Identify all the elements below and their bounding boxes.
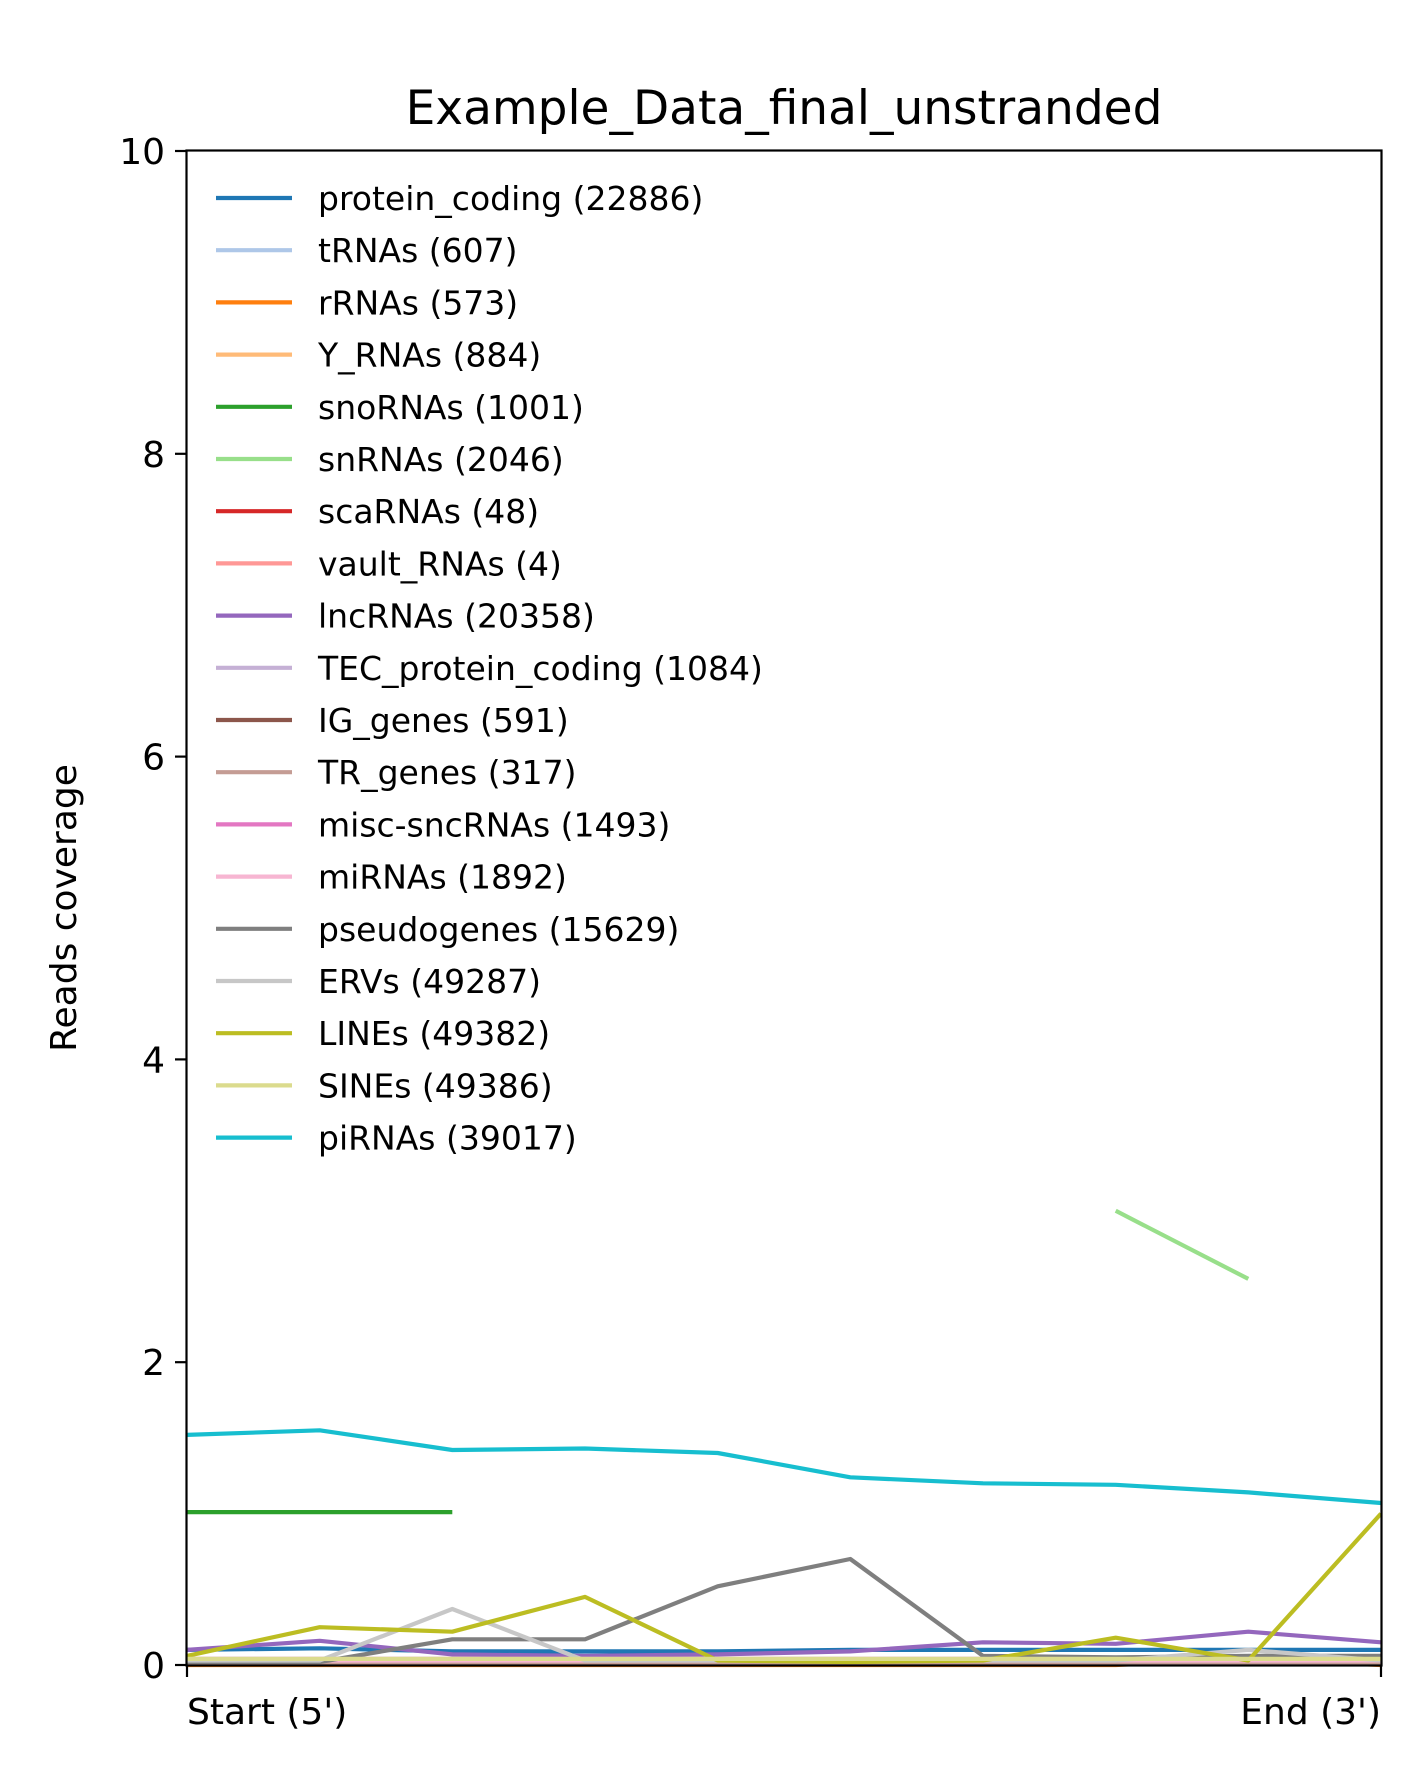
legend-label-9: TEC_protein_coding (1084) <box>317 649 763 688</box>
y-tick-label-4: 8 <box>142 435 165 476</box>
legend-label-4: snoRNAs (1001) <box>318 388 584 427</box>
legend-label-1: tRNAs (607) <box>318 231 518 270</box>
legend-item-1: tRNAs (607) <box>216 231 518 270</box>
legend-item-8: lncRNAs (20358) <box>216 597 595 636</box>
y-axis: 0 2 4 6 8 10 <box>119 132 187 1687</box>
series-line-16-0 <box>186 1512 1383 1665</box>
legend-item-15: ERVs (49287) <box>216 962 541 1001</box>
x-axis: Start (5') End (3') <box>185 1665 1383 1733</box>
legend-label-13: miRNAs (1892) <box>318 858 567 897</box>
legend-item-2: rRNAs (573) <box>216 283 518 322</box>
series-line-18-0 <box>186 1428 1382 1506</box>
legend-item-5: snRNAs (2046) <box>216 440 564 479</box>
legend-label-15: ERVs (49287) <box>318 962 541 1001</box>
legend-item-16: LINEs (49382) <box>216 1014 550 1053</box>
legend-item-4: snoRNAs (1001) <box>216 388 584 427</box>
x-tick-label-0: Start (5') <box>187 1692 347 1733</box>
series-layer <box>186 1208 1383 1668</box>
legend-label-8: lncRNAs (20358) <box>318 597 595 636</box>
y-tick-label-0: 0 <box>142 1646 165 1687</box>
legend-item-18: piRNAs (39017) <box>216 1119 577 1158</box>
legend: protein_coding (22886) tRNAs (607) rRNAs (… <box>216 179 763 1158</box>
y-tick-label-2: 4 <box>142 1040 165 1081</box>
series-5 <box>1114 1208 1250 1281</box>
legend-item-14: pseudogenes (15629) <box>216 910 679 949</box>
series-line-8-0 <box>186 1629 1382 1659</box>
legend-label-10: IG_genes (591) <box>318 701 569 740</box>
legend-label-12: misc-sncRNAs (1493) <box>318 805 670 844</box>
legend-item-12: misc-sncRNAs (1493) <box>216 805 670 844</box>
legend-label-14: pseudogenes (15629) <box>318 910 679 949</box>
legend-label-7: vault_RNAs (4) <box>318 544 562 583</box>
legend-label-5: snRNAs (2046) <box>318 440 564 479</box>
legend-item-7: vault_RNAs (4) <box>216 544 562 583</box>
legend-item-3: Y_RNAs (884) <box>216 336 541 375</box>
legend-item-11: TR_genes (317) <box>216 753 576 792</box>
legend-item-10: IG_genes (591) <box>216 701 569 740</box>
y-tick-label-3: 6 <box>142 738 165 779</box>
chart-title: Example_Data_final_unstranded <box>406 81 1163 136</box>
y-tick-label-5: 10 <box>119 132 165 173</box>
series-line-5-0 <box>1114 1208 1250 1281</box>
plot-frame <box>185 149 1383 1667</box>
legend-label-0: protein_coding (22886) <box>318 179 703 218</box>
legend-item-0: protein_coding (22886) <box>216 179 703 218</box>
series-16 <box>186 1512 1383 1665</box>
legend-label-2: rRNAs (573) <box>318 283 518 322</box>
x-tick-label-1: End (3') <box>1240 1692 1381 1733</box>
legend-label-18: piRNAs (39017) <box>318 1119 577 1158</box>
legend-item-13: miRNAs (1892) <box>216 858 567 897</box>
legend-label-16: LINEs (49382) <box>318 1014 550 1053</box>
series-18 <box>186 1428 1382 1506</box>
legend-label-11: TR_genes (317) <box>317 753 576 792</box>
legend-label-17: SINEs (49386) <box>318 1066 553 1105</box>
y-tick-label-1: 2 <box>142 1343 165 1384</box>
legend-item-9: TEC_protein_coding (1084) <box>216 649 763 688</box>
legend-label-3: Y_RNAs (884) <box>317 336 541 375</box>
series-8 <box>186 1629 1382 1659</box>
legend-item-6: scaRNAs (48) <box>216 492 539 531</box>
y-axis-label: Reads coverage <box>44 764 85 1052</box>
legend-label-6: scaRNAs (48) <box>318 492 539 531</box>
legend-item-17: SINEs (49386) <box>216 1066 553 1105</box>
